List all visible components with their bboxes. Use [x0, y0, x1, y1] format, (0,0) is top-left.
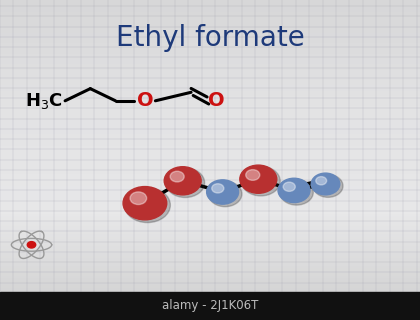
- Circle shape: [246, 170, 260, 180]
- Text: Ethyl formate: Ethyl formate: [116, 24, 304, 52]
- Circle shape: [316, 177, 327, 185]
- Circle shape: [124, 188, 171, 223]
- Circle shape: [164, 167, 201, 195]
- Circle shape: [170, 171, 184, 182]
- Circle shape: [123, 187, 167, 220]
- Text: alamy - 2J1K06T: alamy - 2J1K06T: [162, 300, 258, 312]
- Circle shape: [278, 178, 310, 203]
- Text: O: O: [208, 91, 225, 110]
- Circle shape: [166, 168, 205, 197]
- Circle shape: [240, 165, 277, 193]
- Circle shape: [130, 192, 147, 204]
- Circle shape: [311, 173, 340, 195]
- Circle shape: [313, 174, 343, 197]
- Text: O: O: [136, 91, 153, 110]
- Circle shape: [208, 181, 242, 207]
- Circle shape: [241, 166, 280, 196]
- Circle shape: [212, 184, 224, 193]
- Text: H$_3$C: H$_3$C: [25, 91, 63, 111]
- Circle shape: [27, 242, 36, 248]
- Circle shape: [280, 180, 313, 205]
- Bar: [0, 292, 420, 320]
- Circle shape: [283, 182, 295, 191]
- Circle shape: [207, 180, 239, 204]
